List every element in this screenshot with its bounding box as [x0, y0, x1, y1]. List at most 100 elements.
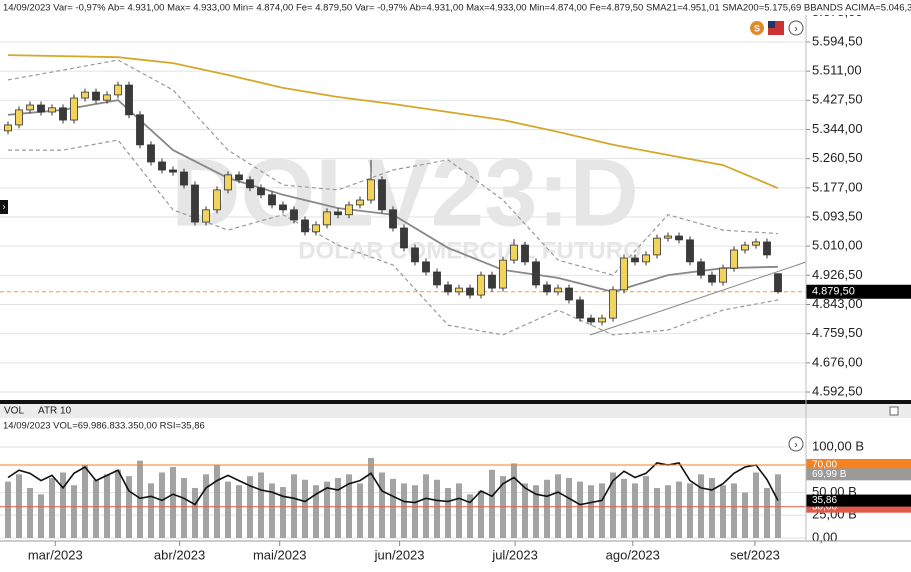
volume-bar — [302, 479, 308, 538]
volume-bar — [27, 487, 33, 538]
candle-body — [587, 317, 595, 323]
info-bar — [0, 0, 911, 15]
candle-body — [334, 211, 342, 216]
candle-body — [763, 241, 771, 256]
x-tick-label: jun/2023 — [374, 547, 425, 562]
candle-body — [389, 209, 397, 229]
panel-tab[interactable]: ATR 10 — [38, 406, 72, 417]
volume-bar — [291, 474, 297, 538]
volume-bar — [357, 483, 363, 538]
volume-bar — [214, 465, 220, 538]
volume-bar — [676, 481, 682, 538]
volume-bar — [82, 465, 88, 538]
panel-maximize[interactable] — [889, 406, 899, 416]
volume-bar — [379, 472, 385, 538]
level-label: 70,00 — [812, 460, 837, 471]
volume-bar — [401, 483, 407, 538]
candle-body — [213, 189, 221, 211]
volume-bar — [764, 487, 770, 538]
y-tick-label: 5.427,50 — [812, 92, 863, 107]
candle-body — [312, 224, 320, 233]
volume-bar — [5, 481, 11, 538]
volume-bar — [489, 469, 495, 538]
flag-canton — [768, 21, 775, 28]
candle-body — [620, 257, 628, 291]
volume-bar — [148, 483, 154, 538]
volume-bar — [753, 472, 759, 538]
more-button[interactable] — [788, 20, 804, 36]
candle-body — [576, 299, 584, 319]
panel-info: 14/09/2023 VOL=69.986.833.350,00 RSI=35,… — [3, 421, 205, 432]
currency-icon[interactable] — [750, 21, 764, 35]
volume-bar — [434, 479, 440, 538]
candle-body — [70, 97, 78, 121]
volume-bar — [16, 474, 22, 538]
candle-body — [686, 239, 694, 263]
candle-body — [147, 144, 155, 163]
indicator-line — [7, 59, 779, 276]
y-tick-label: 5.010,00 — [812, 238, 863, 253]
candle-body — [169, 169, 177, 173]
candle-body — [378, 179, 386, 211]
candle-body — [26, 104, 34, 111]
volume-bar — [192, 487, 198, 538]
volume-bar — [236, 485, 242, 538]
last-price-label: 4.879,50 — [812, 286, 855, 298]
y-tick-label: 4.592,50 — [812, 383, 863, 398]
side-tab[interactable] — [0, 200, 8, 214]
y-tick-label: 4.759,50 — [812, 325, 863, 340]
candle-body — [103, 94, 111, 101]
volume-bar — [269, 483, 275, 538]
volume-bar — [346, 474, 352, 538]
candle-body — [455, 287, 463, 293]
panel-separator — [0, 400, 911, 404]
candle-body — [708, 274, 716, 283]
candle-body — [598, 317, 606, 323]
x-tick-label: jul/2023 — [491, 547, 538, 562]
candle-body — [180, 171, 188, 186]
y-tick-label: 5.093,50 — [812, 208, 863, 223]
candle-body — [158, 161, 166, 171]
x-tick-label: mar/2023 — [28, 547, 83, 562]
indicator-line — [8, 139, 779, 336]
candle-body — [257, 187, 265, 196]
candle-body — [224, 174, 232, 191]
volume-bar — [775, 474, 781, 538]
volume-bar — [38, 494, 44, 538]
volume-bar — [665, 485, 671, 538]
y-tick-label: 0,00 — [812, 529, 837, 544]
volume-bar — [478, 490, 484, 538]
volume-bar — [159, 472, 165, 538]
more-button[interactable] — [788, 436, 804, 452]
volume-bar — [555, 474, 561, 538]
volume-bar — [225, 481, 231, 538]
candle-body — [202, 209, 210, 223]
candle-body — [345, 204, 353, 216]
level-label: 30,00 — [812, 501, 837, 512]
volume-bar — [412, 485, 418, 538]
candle-body — [730, 249, 738, 269]
volume-bar — [181, 477, 187, 538]
volume-bar — [687, 483, 693, 538]
y-tick-label: 5.177,00 — [812, 179, 863, 194]
candle-body — [246, 179, 254, 189]
candle-body — [4, 124, 12, 132]
panel-tab[interactable]: VOL — [4, 406, 24, 417]
volume-bar — [621, 478, 627, 538]
y-tick-label: 5.344,00 — [812, 121, 863, 136]
y-tick-label: 5.594,50 — [812, 33, 863, 48]
y-tick-label: 100,00 B — [812, 438, 864, 453]
candle-body — [697, 261, 705, 276]
panel-tabs — [0, 404, 911, 418]
candle-body — [15, 109, 23, 126]
candle-body — [411, 247, 419, 263]
y-tick-label: 4.676,00 — [812, 354, 863, 369]
candle-body — [125, 84, 133, 116]
candle-body — [279, 204, 287, 211]
x-tick-label: set/2023 — [730, 547, 780, 562]
candle-body — [477, 274, 485, 296]
volume-bar — [258, 472, 264, 538]
candle-body — [653, 237, 661, 256]
candle-body — [136, 114, 144, 146]
